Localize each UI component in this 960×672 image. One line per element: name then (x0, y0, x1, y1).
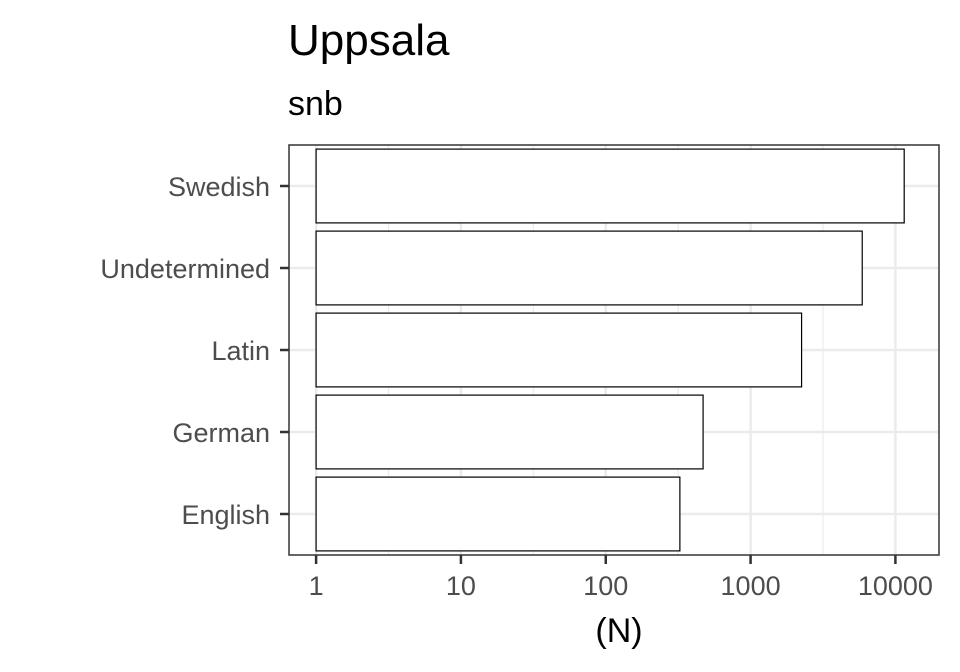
bar-swedish (315, 148, 905, 224)
y-tick-label: German (172, 418, 270, 448)
y-tick-label: Latin (211, 336, 270, 366)
y-tick-label: English (181, 500, 270, 530)
bars (315, 148, 905, 552)
y-axis: Swedish Undetermined Latin German English (100, 172, 289, 530)
bar-german (315, 394, 704, 470)
x-tick-label: 10000 (858, 571, 933, 601)
bar-english (315, 476, 681, 552)
x-tick-label: 1000 (721, 571, 781, 601)
bar-latin (315, 312, 803, 388)
bar-undetermined (315, 230, 863, 306)
x-tick-label: 1 (309, 571, 324, 601)
x-tick-label: 10 (446, 571, 476, 601)
x-axis-title: (N) (595, 612, 642, 650)
chart-subtitle: snb (288, 85, 343, 123)
x-axis: 1 10 100 1000 10000 (309, 555, 933, 601)
chart-title: Uppsala (288, 16, 450, 65)
y-tick-label: Swedish (168, 172, 270, 202)
y-tick-label: Undetermined (100, 254, 270, 284)
x-tick-label: 100 (583, 571, 628, 601)
